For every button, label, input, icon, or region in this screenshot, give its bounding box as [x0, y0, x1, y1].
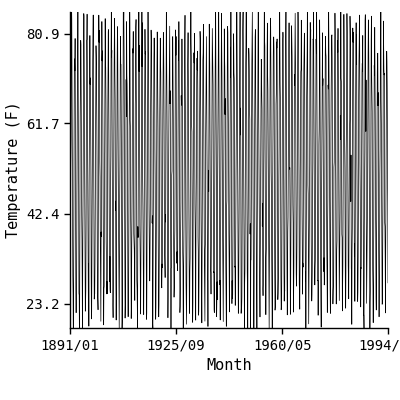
X-axis label: Month: Month [206, 358, 252, 373]
Y-axis label: Temperature (F): Temperature (F) [6, 102, 20, 238]
